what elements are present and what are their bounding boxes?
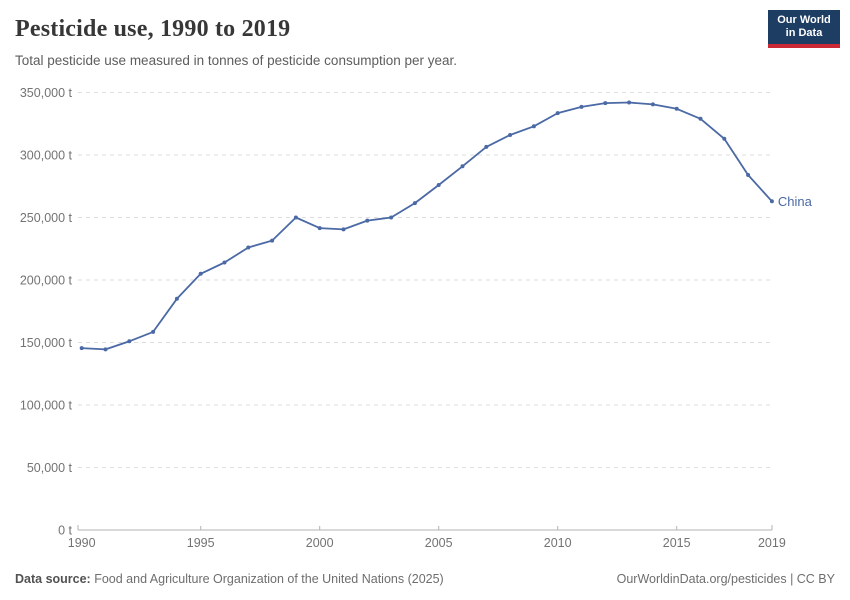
x-axis-tick-label: 2010 <box>544 536 572 550</box>
data-point-marker <box>627 100 632 105</box>
x-axis-tick-label: 2005 <box>425 536 453 550</box>
data-point-marker <box>579 104 584 109</box>
data-point-marker <box>103 347 108 352</box>
data-point-marker <box>769 199 774 204</box>
data-point-marker <box>674 106 679 111</box>
data-point-marker <box>246 245 251 250</box>
y-axis-tick-label: 200,000 t <box>20 274 73 288</box>
data-point-marker <box>127 339 132 344</box>
data-point-marker <box>270 238 275 243</box>
owid-logo-line1: Our World <box>777 14 831 26</box>
data-point-marker <box>412 201 417 206</box>
data-point-marker <box>222 260 227 265</box>
chart-footer: Data source: Food and Agriculture Organi… <box>15 572 835 586</box>
data-point-marker <box>484 144 489 149</box>
data-point-marker <box>746 173 751 177</box>
data-point-marker <box>555 111 560 116</box>
chart-subtitle: Total pesticide use measured in tonnes o… <box>15 53 458 68</box>
data-source-text: Food and Agriculture Organization of the… <box>90 572 444 586</box>
data-source-label: Data source: <box>15 572 91 586</box>
x-axis-tick-label: 2000 <box>306 536 334 550</box>
data-point-marker <box>698 116 703 121</box>
y-axis-tick-label: 250,000 t <box>20 211 73 225</box>
y-axis-tick-label: 50,000 t <box>27 461 73 475</box>
y-axis-tick-label: 100,000 t <box>20 399 73 413</box>
data-point-marker <box>365 218 370 223</box>
x-axis-tick-label: 1990 <box>68 536 96 550</box>
data-point-marker <box>151 329 156 334</box>
footer-link[interactable]: OurWorldinData.org/pesticides | CC BY <box>616 572 835 586</box>
data-point-marker <box>79 346 84 351</box>
y-axis-tick-label: 300,000 t <box>20 149 73 163</box>
y-axis-tick-label: 0 t <box>58 524 72 538</box>
x-axis-tick-label: 2015 <box>663 536 691 550</box>
y-axis-tick-label: 150,000 t <box>20 336 73 350</box>
data-point-marker <box>174 296 179 301</box>
data-point-marker <box>198 271 203 276</box>
data-point-marker <box>317 226 322 231</box>
data-point-marker <box>531 124 536 129</box>
chart-title: Pesticide use, 1990 to 2019 <box>15 16 291 42</box>
data-point-marker <box>389 215 394 220</box>
data-point-marker <box>436 183 441 187</box>
data-point-marker <box>460 164 465 169</box>
owid-logo-line2: in Data <box>785 27 823 39</box>
series-label-china[interactable]: China <box>778 194 813 209</box>
series-line-china <box>80 101 773 351</box>
data-point-marker <box>650 102 655 107</box>
x-axis-tick-label: 1995 <box>187 536 215 550</box>
x-axis-tick-label: 2019 <box>758 536 786 550</box>
owid-logo[interactable]: Our World in Data <box>768 10 840 48</box>
data-point-marker <box>603 101 608 106</box>
data-point-marker <box>508 133 513 137</box>
data-point-marker <box>722 136 727 141</box>
data-point-marker <box>341 227 346 232</box>
y-axis-tick-label: 350,000 t <box>20 86 73 100</box>
chart-header: Pesticide use, 1990 to 2019 Total pestic… <box>0 0 850 80</box>
data-source: Data source: Food and Agriculture Organi… <box>15 572 444 586</box>
data-point-marker <box>293 215 298 220</box>
